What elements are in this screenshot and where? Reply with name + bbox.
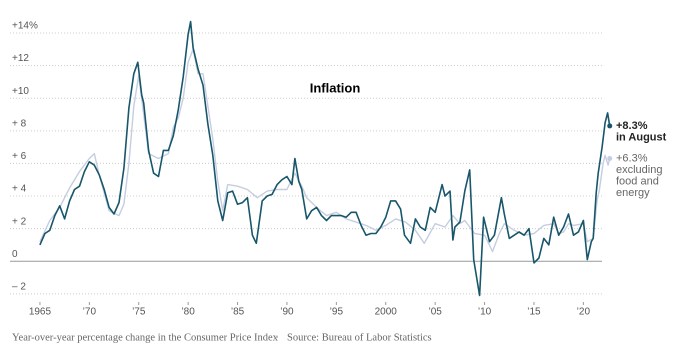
end-label: excluding xyxy=(616,164,662,176)
separator: • xyxy=(275,332,279,343)
end-label: energy xyxy=(616,187,650,199)
y-tick-label: +12 xyxy=(12,53,29,64)
y-tick-label: +14% xyxy=(12,21,38,32)
end-label: +8.3% xyxy=(616,120,648,132)
source: Source: Bureau of Labor Statistics xyxy=(287,332,432,343)
end-label: +6.3% xyxy=(616,152,648,164)
y-tick-label: – 2 xyxy=(12,281,26,292)
end-point xyxy=(607,156,613,162)
x-tick-label: ’20 xyxy=(577,307,591,318)
y-tick-label: + 2 xyxy=(12,216,27,227)
x-tick-label: ’80 xyxy=(181,307,195,318)
caption: Year-over-year percentage change in the … xyxy=(12,332,279,343)
x-tick-label: ’70 xyxy=(83,307,97,318)
x-tick-label: ’05 xyxy=(428,307,442,318)
end-point xyxy=(607,123,613,129)
x-tick-label: ’75 xyxy=(132,307,146,318)
x-tick-label: 2000 xyxy=(375,307,398,318)
x-tick-label: 1965 xyxy=(29,307,52,318)
chart-title: Inflation xyxy=(310,80,361,95)
x-tick-label: ’10 xyxy=(478,307,492,318)
y-tick-label: + 6 xyxy=(12,151,27,162)
x-tick-label: ’15 xyxy=(527,307,541,318)
y-tick-label: +10 xyxy=(12,86,29,97)
y-tick-label: 0 xyxy=(12,249,18,260)
series-line xyxy=(39,20,611,297)
end-label: food and xyxy=(616,175,659,187)
y-tick-label: + 8 xyxy=(12,118,27,129)
x-tick-label: ’90 xyxy=(280,307,294,318)
end-label: in August xyxy=(616,131,667,143)
x-tick-label: ’95 xyxy=(330,307,344,318)
x-tick-label: ’85 xyxy=(231,307,245,318)
y-tick-label: + 4 xyxy=(12,184,27,195)
